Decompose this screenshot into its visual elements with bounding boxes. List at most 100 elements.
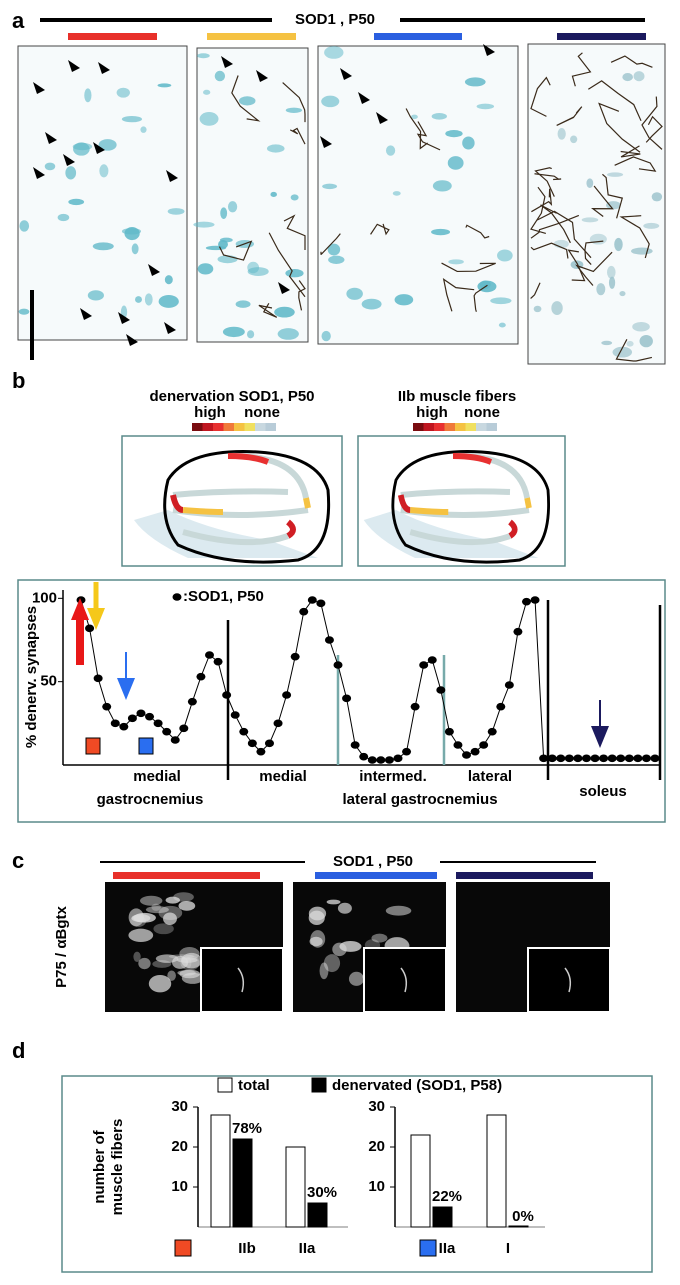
stain bbox=[497, 249, 513, 262]
fiber-band bbox=[286, 519, 296, 539]
color-bar bbox=[68, 33, 157, 40]
signal bbox=[140, 895, 163, 906]
arrowhead bbox=[221, 56, 233, 68]
stain bbox=[607, 265, 616, 279]
data-point bbox=[153, 719, 163, 728]
stain bbox=[116, 87, 130, 98]
stain bbox=[324, 46, 344, 59]
axon bbox=[268, 232, 306, 298]
data-point bbox=[419, 661, 429, 669]
stain bbox=[92, 242, 114, 251]
stain bbox=[410, 114, 418, 120]
data-point bbox=[513, 627, 523, 636]
stain bbox=[432, 180, 452, 192]
line-chart: 50 100% denerv. synapses medial gastrocnemi… bbox=[23, 582, 662, 808]
stain bbox=[44, 162, 56, 171]
y-tick-label: 100 bbox=[32, 589, 57, 606]
strip-cell bbox=[413, 423, 424, 431]
stain bbox=[140, 126, 147, 133]
axon bbox=[465, 224, 490, 239]
strip-cell bbox=[244, 423, 255, 431]
signal bbox=[151, 903, 161, 911]
data-point bbox=[384, 756, 394, 764]
inset bbox=[527, 947, 611, 1013]
inset-signal bbox=[400, 967, 408, 993]
stain bbox=[631, 247, 653, 255]
strip-cell bbox=[476, 423, 487, 431]
y-label: number of bbox=[91, 1129, 108, 1203]
arrowhead bbox=[45, 132, 57, 144]
strip-cell bbox=[434, 423, 445, 431]
y-tick-label: 30 bbox=[368, 1098, 385, 1115]
signal bbox=[158, 905, 183, 921]
arrowhead bbox=[98, 62, 110, 74]
micrograph bbox=[527, 43, 666, 365]
bar-annotation: 30% bbox=[307, 1184, 337, 1201]
panel-label: a bbox=[12, 8, 25, 33]
stain bbox=[619, 290, 626, 297]
axon bbox=[416, 121, 441, 151]
stain bbox=[601, 340, 613, 346]
stain bbox=[392, 191, 401, 196]
signal bbox=[326, 899, 341, 905]
arrowhead bbox=[358, 92, 370, 104]
pointer-head bbox=[87, 608, 105, 630]
section-label: lateral gastrocnemius bbox=[342, 791, 497, 808]
stain bbox=[158, 295, 179, 308]
signal bbox=[145, 906, 169, 914]
stain bbox=[290, 194, 299, 201]
stain bbox=[328, 255, 345, 264]
type-square bbox=[419, 1239, 437, 1257]
stain bbox=[247, 261, 260, 274]
data-point bbox=[264, 739, 274, 748]
stain bbox=[612, 346, 633, 358]
signal bbox=[310, 930, 326, 948]
legend-title: denervation SOD1, P50 bbox=[149, 388, 314, 405]
stain bbox=[98, 139, 117, 151]
axon bbox=[534, 173, 562, 181]
data-point bbox=[564, 754, 574, 763]
stain bbox=[270, 191, 277, 198]
signal bbox=[332, 942, 347, 957]
micrographs bbox=[105, 882, 611, 1013]
bar bbox=[486, 1114, 507, 1228]
pointer-head bbox=[591, 726, 609, 748]
bar-annotation: 22% bbox=[432, 1188, 462, 1205]
data-point bbox=[102, 702, 112, 711]
fiber-band bbox=[410, 507, 449, 515]
fiber-band bbox=[409, 529, 511, 546]
stain bbox=[586, 178, 594, 189]
section-label: soleus bbox=[579, 783, 627, 800]
strip-cell bbox=[444, 423, 455, 431]
y-tick-label: 30 bbox=[171, 1098, 188, 1115]
axon bbox=[556, 106, 583, 127]
data-point bbox=[487, 727, 497, 736]
y-tick-label: 20 bbox=[368, 1138, 385, 1155]
x-tick-label: IIb bbox=[238, 1240, 256, 1257]
signal bbox=[153, 923, 174, 935]
fiber-band bbox=[182, 507, 224, 515]
bar bbox=[432, 1206, 453, 1228]
y-label: P75 / αBgtx bbox=[53, 905, 70, 987]
y-tick-label: 20 bbox=[171, 1138, 188, 1155]
axon bbox=[620, 145, 641, 158]
muscle-diagram bbox=[363, 450, 550, 564]
strip-cell bbox=[223, 423, 234, 431]
section-label: medial bbox=[259, 768, 307, 785]
stain bbox=[193, 221, 215, 228]
axon bbox=[575, 251, 613, 286]
section-label: lateral bbox=[468, 768, 512, 785]
data-point bbox=[599, 754, 609, 763]
arrowhead bbox=[33, 82, 45, 94]
stain bbox=[448, 259, 464, 265]
stain bbox=[84, 88, 92, 103]
color-bar bbox=[207, 33, 296, 40]
signal bbox=[133, 951, 141, 963]
data-point bbox=[521, 597, 531, 606]
data-point bbox=[410, 702, 420, 711]
stain bbox=[135, 296, 142, 303]
stain bbox=[222, 326, 245, 338]
stain bbox=[581, 217, 599, 223]
bar bbox=[410, 1134, 431, 1228]
